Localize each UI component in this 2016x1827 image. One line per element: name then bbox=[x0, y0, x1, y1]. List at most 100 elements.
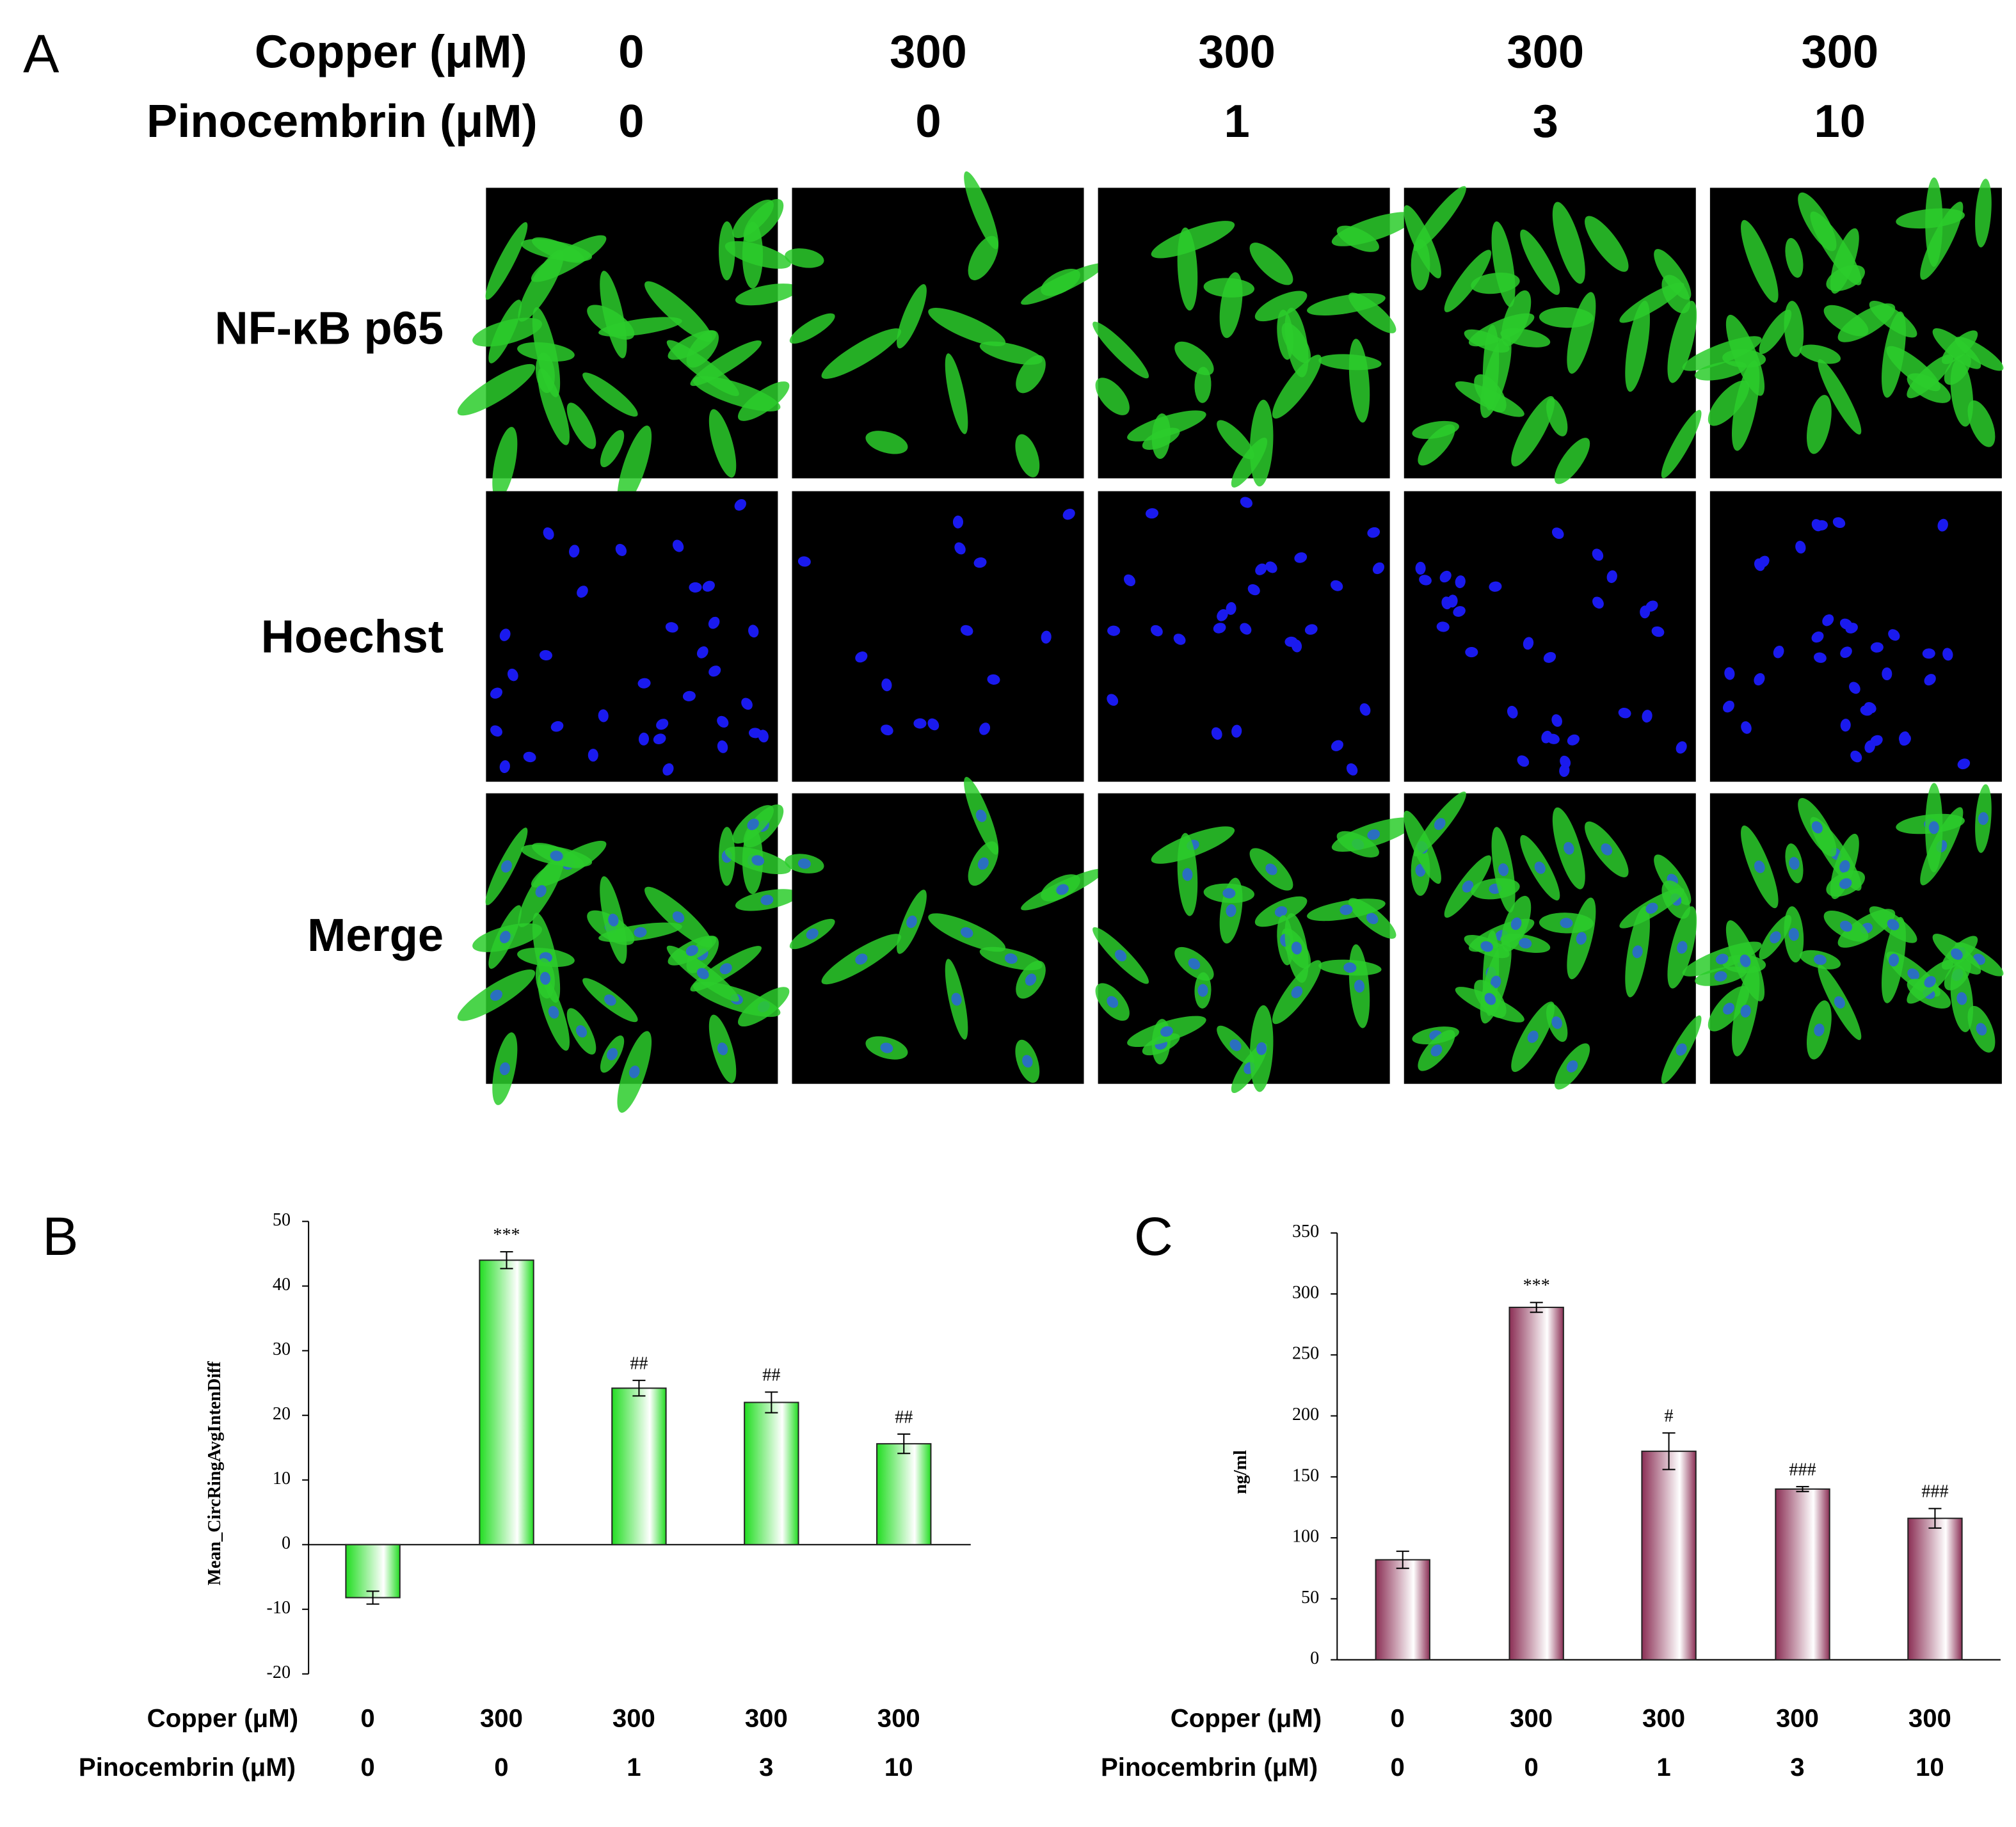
nucleus bbox=[973, 557, 987, 568]
condition-value: 0 bbox=[915, 96, 941, 147]
nucleus bbox=[1715, 953, 1729, 964]
nucleus bbox=[1795, 541, 1806, 554]
cell bbox=[1554, 438, 1590, 484]
nucleus bbox=[1294, 552, 1308, 563]
cell bbox=[1021, 263, 1105, 305]
nucleus bbox=[717, 1042, 728, 1055]
micrograph bbox=[1682, 783, 2004, 1084]
nucleus bbox=[1331, 580, 1343, 591]
cell bbox=[1151, 221, 1235, 259]
nucleus bbox=[1240, 623, 1252, 635]
y-axis-label: ng/ml bbox=[1231, 1450, 1251, 1494]
nucleus bbox=[1849, 682, 1860, 694]
cell bbox=[1511, 395, 1555, 467]
nucleus bbox=[499, 1062, 510, 1076]
nucleus bbox=[1888, 953, 1900, 967]
cell bbox=[1520, 229, 1560, 295]
nucleus bbox=[987, 674, 1000, 685]
nucleus bbox=[734, 499, 746, 511]
nucleus bbox=[1839, 878, 1852, 890]
y-tick-label: 200 bbox=[1292, 1405, 1319, 1424]
nucleus bbox=[1430, 1044, 1443, 1057]
nucleus bbox=[960, 625, 973, 636]
nucleus bbox=[1740, 954, 1751, 968]
cell bbox=[535, 353, 555, 394]
nucleus bbox=[1465, 647, 1478, 658]
nucleus bbox=[577, 586, 588, 598]
cell bbox=[1284, 307, 1309, 378]
nucleus bbox=[1160, 1026, 1173, 1037]
nucleus bbox=[1343, 962, 1357, 973]
y-tick-label: 100 bbox=[1292, 1527, 1319, 1547]
cell bbox=[1552, 202, 1585, 284]
condition-name: Copper (μM) bbox=[255, 27, 527, 78]
nucleus bbox=[954, 542, 966, 555]
cell bbox=[789, 313, 835, 344]
bar bbox=[611, 1387, 667, 1545]
cell bbox=[1491, 221, 1516, 307]
cell bbox=[1967, 400, 1996, 447]
nucleus bbox=[1592, 596, 1604, 609]
nucleus bbox=[1265, 561, 1277, 573]
y-tick-label: 300 bbox=[1292, 1282, 1319, 1302]
x-row-name: Copper (μM) bbox=[147, 1704, 298, 1733]
cell bbox=[897, 284, 927, 349]
condition-value: 0 bbox=[618, 27, 644, 78]
nucleus bbox=[550, 850, 563, 861]
nucleus bbox=[1618, 708, 1631, 719]
nucleus bbox=[1840, 719, 1851, 732]
cell bbox=[1826, 265, 1865, 292]
nucleus bbox=[1173, 634, 1186, 645]
nucleus bbox=[1062, 508, 1075, 520]
nucleus bbox=[1331, 740, 1343, 751]
nucleus bbox=[1107, 625, 1121, 636]
nucleus bbox=[927, 718, 940, 731]
panel-label: C bbox=[1134, 1206, 1173, 1266]
nucleus bbox=[1870, 642, 1884, 653]
y-tick-label: 40 bbox=[273, 1275, 291, 1295]
error-bar bbox=[1530, 1302, 1543, 1313]
nucleus bbox=[682, 690, 696, 701]
significance-label: *** bbox=[1523, 1276, 1550, 1296]
cell bbox=[1272, 355, 1322, 419]
nucleus bbox=[1606, 570, 1617, 584]
nucleus bbox=[1519, 937, 1532, 949]
nucleus bbox=[543, 527, 554, 540]
nucleus bbox=[1560, 918, 1573, 929]
nucleus bbox=[1928, 821, 1939, 834]
condition-value: 0 bbox=[618, 96, 644, 147]
nucleus bbox=[523, 751, 536, 763]
nucleus bbox=[1367, 829, 1380, 840]
nucleus bbox=[1366, 913, 1379, 925]
nucleus bbox=[1951, 948, 1963, 960]
cell bbox=[1807, 395, 1832, 454]
nucleus bbox=[1291, 985, 1303, 998]
cell bbox=[1318, 354, 1382, 371]
cell bbox=[732, 199, 774, 239]
nucleus bbox=[1145, 508, 1159, 519]
x-tick-label: 3 bbox=[1790, 1753, 1804, 1782]
nucleus bbox=[1860, 705, 1873, 716]
micrograph-background bbox=[792, 187, 1084, 479]
stain-name: Merge bbox=[307, 910, 444, 961]
micrograph bbox=[1098, 491, 1390, 782]
cell bbox=[928, 308, 1006, 347]
nucleus bbox=[1291, 941, 1302, 955]
nucleus bbox=[1211, 727, 1222, 740]
nucleus bbox=[1489, 581, 1502, 592]
y-tick-label: 50 bbox=[1301, 1588, 1319, 1608]
nucleus bbox=[1523, 637, 1534, 650]
nucleus bbox=[1714, 971, 1727, 982]
y-tick-label: 30 bbox=[273, 1339, 291, 1359]
micrograph bbox=[457, 187, 799, 507]
condition-value: 300 bbox=[1198, 27, 1276, 78]
nucleus bbox=[1226, 602, 1236, 615]
nucleus bbox=[634, 927, 647, 937]
x-row-name: Pinocembrin (μM) bbox=[1101, 1753, 1318, 1782]
nucleus bbox=[1188, 958, 1201, 970]
cell bbox=[1016, 355, 1046, 394]
nucleus bbox=[1632, 945, 1643, 959]
nucleus bbox=[1551, 714, 1562, 727]
x-tick-label: 300 bbox=[877, 1704, 920, 1733]
nucleus bbox=[1229, 1039, 1242, 1051]
